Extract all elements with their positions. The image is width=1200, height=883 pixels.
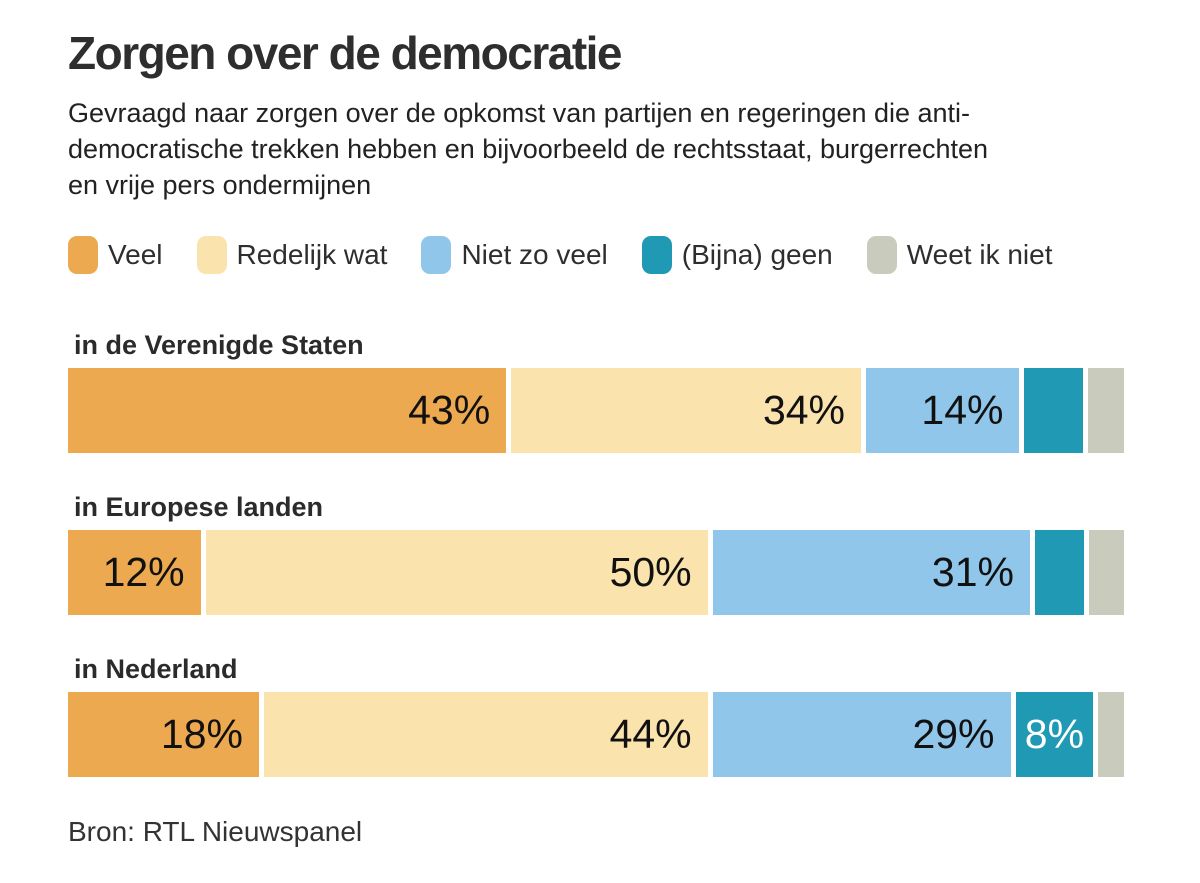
bar-segment-bijna-geen: 8% [1015, 691, 1094, 777]
bar-segment-weet-ik-niet [1088, 367, 1124, 453]
legend-swatch-redelijk-wat [196, 235, 227, 274]
bar-segment-redelijk-wat: 34% [511, 367, 861, 453]
bar-segment-redelijk-wat: 50% [205, 529, 708, 615]
bar-row-in-nederland: in Nederland 18% 44% 29% 8% [68, 654, 1124, 777]
chart-subtitle: Gevraagd naar zorgen over de opkomst van… [68, 98, 989, 200]
chart-title: Zorgen over de democratie [68, 27, 623, 79]
legend-swatch-weet-ik-niet [866, 235, 897, 274]
legend-label: Redelijk wat [236, 238, 388, 270]
stacked-bar: 18% 44% 29% 8% [68, 691, 1124, 777]
legend-label: Weet ik niet [906, 238, 1053, 270]
bar-value-label: 44% [609, 710, 692, 757]
bar-chart: in de Verenigde Staten 43% 34% 14% in Europe… [68, 330, 1124, 777]
bar-category-label: in de Verenigde Staten [74, 329, 364, 360]
legend: Veel Redelijk wat Niet zo veel (Bijna) geen… [68, 235, 1132, 274]
bar-segment-weet-ik-niet [1088, 529, 1124, 615]
bar-segment-niet-zo-veel: 31% [712, 529, 1030, 615]
bar-segment-redelijk-wat: 44% [263, 691, 708, 777]
bar-segment-niet-zo-veel: 14% [866, 367, 1020, 453]
stacked-bar: 12% 50% 31% [68, 529, 1124, 615]
legend-label: (Bijna) geen [681, 238, 833, 270]
stacked-bar: 43% 34% 14% [68, 367, 1124, 453]
bar-value-label: 18% [160, 710, 243, 757]
bar-category-label: in Europese landen [74, 491, 324, 522]
bar-value-label: 31% [931, 548, 1014, 595]
legend-item-bijna-geen: (Bijna) geen [641, 235, 833, 274]
bar-segment-veel: 12% [68, 529, 201, 615]
bar-value-label: 34% [762, 386, 845, 433]
legend-label: Niet zo veel [461, 238, 608, 270]
bar-value-label: 14% [921, 386, 1004, 433]
legend-item-veel: Veel [68, 235, 163, 274]
bar-row-in-europese-landen: in Europese landen 12% 50% 31% [68, 492, 1124, 615]
bar-segment-veel: 43% [68, 367, 507, 453]
legend-item-redelijk-wat: Redelijk wat [196, 235, 388, 274]
legend-swatch-bijna-geen [641, 235, 672, 274]
bar-segment-veel: 18% [68, 691, 259, 777]
bar-value-label: 29% [912, 710, 995, 757]
legend-item-niet-zo-veel: Niet zo veel [421, 235, 608, 274]
bar-segment-bijna-geen [1034, 529, 1084, 615]
bar-segment-niet-zo-veel: 29% [712, 691, 1011, 777]
legend-swatch-niet-zo-veel [421, 235, 452, 274]
bar-segment-bijna-geen [1024, 367, 1084, 453]
legend-label: Veel [108, 238, 163, 270]
bar-value-label: 12% [102, 548, 185, 595]
source-credit: Bron: RTL Nieuwspanel [68, 815, 363, 847]
bar-value-label: 50% [609, 548, 692, 595]
legend-item-weet-ik-niet: Weet ik niet [866, 235, 1053, 274]
legend-swatch-veel [68, 235, 98, 274]
bar-value-label: 8% [1024, 710, 1085, 757]
bar-value-label: 43% [408, 386, 491, 433]
bar-segment-weet-ik-niet [1098, 691, 1124, 777]
bar-category-label: in Nederland [74, 653, 238, 684]
bar-row-in-de-verenigde-staten: in de Verenigde Staten 43% 34% 14% [68, 330, 1124, 453]
